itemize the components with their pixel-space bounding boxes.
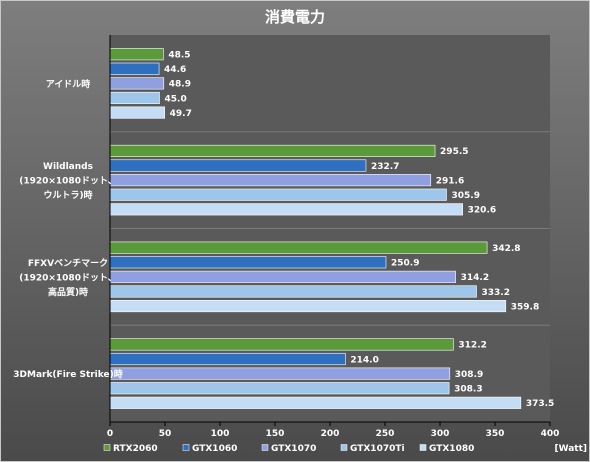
x-tick-label: 0 <box>107 429 113 439</box>
bar-gtx1070-3 <box>109 367 451 380</box>
legend-swatch-rtx2060 <box>103 444 111 451</box>
bar-rtx2060-0 <box>109 48 164 61</box>
category-label-line: 高品質)時 <box>48 286 88 298</box>
bar-gtx1080-3 <box>109 396 522 409</box>
bar-gtx1070ti-0 <box>109 91 160 105</box>
x-tick-label: 250 <box>376 429 395 439</box>
category-label: アイドル時 <box>46 78 91 90</box>
legend-swatch-gtx1060 <box>182 444 190 451</box>
bar-gtx1070ti-3 <box>109 382 450 395</box>
bar-gtx1070ti-2 <box>109 285 477 298</box>
value-label: 250.9 <box>391 259 419 269</box>
value-label: 359.8 <box>511 302 539 312</box>
category-label-line: ウルトラ)時 <box>43 189 92 201</box>
x-tick-label: 100 <box>211 429 230 439</box>
category-label-line: FFXVベンチマーク <box>28 258 108 269</box>
value-label: 312.2 <box>458 341 486 351</box>
category-label-line: Wildlands <box>43 162 93 172</box>
legend-label-rtx2060: RTX2060 <box>113 444 158 454</box>
value-label: 48.9 <box>169 80 191 90</box>
legend-label-gtx1070: GTX1070 <box>271 444 316 454</box>
category-label: Wildlands (1920×1080ドット、ウルトラ)時 <box>19 162 117 201</box>
axis-unit-label: [Watt] <box>554 444 587 454</box>
value-label: 49.7 <box>170 109 192 119</box>
category-label-line: (1920×1080ドット、 <box>19 272 117 283</box>
x-tick-label: 150 <box>266 429 285 439</box>
value-label: 291.6 <box>436 176 464 186</box>
value-label: 305.9 <box>451 191 479 201</box>
bar-gtx1070-2 <box>109 270 456 283</box>
x-tick-label: 400 <box>541 429 560 439</box>
bar-gtx1070ti-1 <box>109 188 447 201</box>
x-tick-label: 50 <box>159 429 172 439</box>
bar-gtx1070-0 <box>109 77 165 90</box>
legend-swatch-gtx1070 <box>261 444 269 451</box>
value-label: 214.0 <box>350 355 378 365</box>
value-label: 232.7 <box>371 162 399 172</box>
legend-label-gtx1080: GTX1080 <box>429 444 474 454</box>
value-label: 308.9 <box>455 370 483 380</box>
value-label: 333.2 <box>482 288 510 298</box>
bar-rtx2060-3 <box>109 338 454 351</box>
bar-gtx1080-2 <box>109 300 507 313</box>
bar-gtx1060-3 <box>109 352 346 366</box>
value-label: 44.6 <box>164 65 186 75</box>
value-label: 308.3 <box>454 385 482 395</box>
bar-gtx1060-1 <box>109 159 367 172</box>
bar-gtx1080-1 <box>109 203 463 216</box>
legend-label-gtx1070ti: GTX1070Ti <box>350 444 405 454</box>
bar-gtx1080-0 <box>109 106 165 119</box>
value-label: 373.5 <box>526 399 554 409</box>
category-label-line: 3DMark(Fire Strike)時 <box>13 368 122 380</box>
value-label: 295.5 <box>440 147 468 157</box>
bar-rtx2060-2 <box>109 241 488 254</box>
category-label: FFXVベンチマーク (1920×1080ドット、高品質)時 <box>19 258 117 298</box>
legend-label-gtx1060: GTX1060 <box>192 444 237 454</box>
category-label: 3DMark(Fire Strike)時 <box>13 368 122 380</box>
value-label: 320.6 <box>468 206 496 216</box>
bar-gtx1060-0 <box>109 62 160 75</box>
chart-title: 消費電力 <box>265 8 325 26</box>
x-tick-label: 300 <box>431 429 450 439</box>
bar-gtx1060-2 <box>109 256 387 269</box>
x-tick-label: 350 <box>486 429 505 439</box>
x-tick-label: 200 <box>321 429 340 439</box>
value-label: 48.5 <box>168 50 190 60</box>
value-label: 342.8 <box>492 244 520 254</box>
category-label-line: (1920×1080ドット、 <box>19 176 117 187</box>
value-label: 45.0 <box>165 94 187 104</box>
bar-gtx1070-1 <box>109 174 432 187</box>
legend-swatch-gtx1070ti <box>340 444 348 451</box>
bar-rtx2060-1 <box>109 144 436 157</box>
legend-swatch-gtx1080 <box>419 444 427 451</box>
value-label: 314.2 <box>461 273 489 283</box>
category-label-line: アイドル時 <box>46 78 91 90</box>
